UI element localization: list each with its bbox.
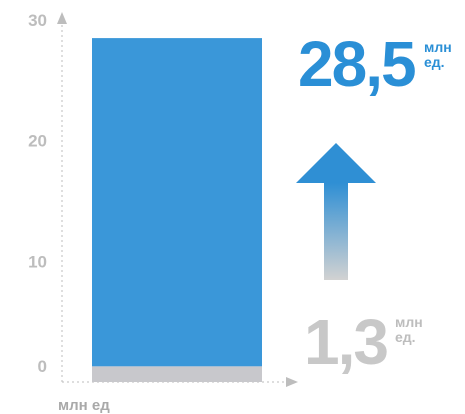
y-tick-label: 10 [28,252,47,271]
after-unit: млн ед. [424,40,452,70]
after-unit-line1: млн [424,39,452,55]
bar-segment-increase [92,38,262,367]
y-tick-labels: 0 10 20 30 [28,11,47,376]
y-tick-label: 0 [38,357,47,376]
after-value: 28,5 [298,28,417,100]
bar-segment-base [92,366,262,382]
y-tick-label: 20 [28,132,47,151]
y-tick-label: 30 [28,11,47,30]
before-value: 1,3 [304,306,389,378]
before-unit-line2: ед. [395,329,416,345]
bars [92,38,262,382]
increase-arrow-icon [296,143,376,280]
x-axis-arrow [286,377,298,387]
before-unit-line1: млн [395,314,423,330]
y-axis-arrow [57,12,67,24]
x-axis-label: млн ед [58,397,110,414]
before-unit: млн ед. [395,315,423,345]
after-unit-line2: ед. [424,54,445,70]
